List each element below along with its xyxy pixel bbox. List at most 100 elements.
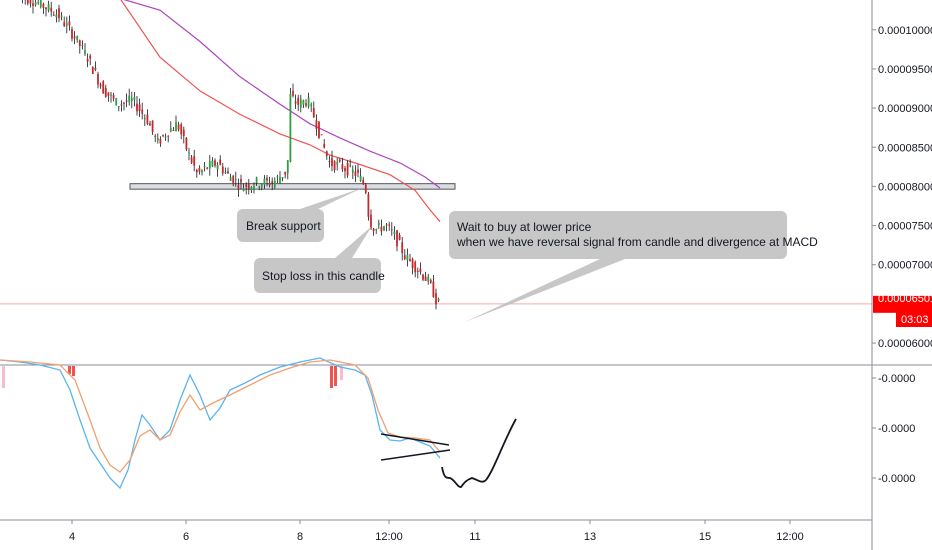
candle-body xyxy=(276,176,279,178)
candle-body xyxy=(273,180,276,188)
callout-break-support[interactable]: Break support xyxy=(237,188,362,242)
candle-body xyxy=(229,177,232,182)
callout-wait-to-buy[interactable]: Wait to buy at lower price when we have … xyxy=(449,211,818,322)
candle-body xyxy=(65,23,68,26)
candle-body xyxy=(227,171,229,174)
callout-stop-loss[interactable]: Stop loss in this candle xyxy=(254,226,385,293)
candle-body xyxy=(370,214,372,229)
candle-body xyxy=(141,109,144,114)
candle-body xyxy=(34,2,37,6)
candle-body xyxy=(71,29,73,39)
current-price-label: 0.00006501 xyxy=(878,293,932,305)
candle-body xyxy=(377,222,380,226)
candle-body xyxy=(242,188,245,191)
candle-body xyxy=(406,254,409,261)
candle-body xyxy=(58,8,60,19)
candle-body xyxy=(390,229,393,231)
candle-body xyxy=(284,171,287,175)
candle-body xyxy=(268,182,271,186)
candle-body xyxy=(424,276,427,281)
candle-body xyxy=(177,124,180,130)
time-tick-label: 11 xyxy=(469,531,480,543)
candle-body xyxy=(393,231,396,235)
candle-body xyxy=(117,106,120,108)
candle-body xyxy=(47,4,50,11)
price-tick-label: 0.00009000 xyxy=(878,103,932,115)
macd-histogram xyxy=(2,366,343,388)
candle-body xyxy=(331,157,333,167)
candle-body xyxy=(164,136,167,138)
candle-body xyxy=(107,92,110,96)
candle-body xyxy=(99,84,102,87)
candle-body xyxy=(422,274,424,280)
candle-body xyxy=(234,179,237,181)
candle-body xyxy=(320,134,323,136)
candle-body xyxy=(258,186,261,188)
current-price-badge: 0.00006501 03:03 xyxy=(873,293,932,327)
candle-body xyxy=(97,73,99,85)
candle-body xyxy=(409,259,411,261)
candle-body xyxy=(305,103,307,106)
candle-body xyxy=(364,184,367,193)
time-tick-label: 6 xyxy=(183,531,189,543)
candle-body xyxy=(237,185,240,190)
macd-series-line xyxy=(0,357,441,490)
candle-body xyxy=(396,230,398,247)
candle-body xyxy=(130,98,133,102)
time-tick-label: 13 xyxy=(584,531,596,543)
candle-body xyxy=(341,164,344,170)
time-tick-label: 15 xyxy=(699,531,711,543)
candle-body xyxy=(39,0,42,7)
candle-body xyxy=(411,258,414,268)
candle-body xyxy=(185,137,188,150)
price-tick-label: 0.00009500 xyxy=(878,64,932,76)
candle-body xyxy=(289,93,292,162)
candle-body xyxy=(172,130,175,132)
candle-body xyxy=(208,160,211,169)
candle-body xyxy=(94,68,97,71)
candle-body xyxy=(29,0,32,4)
macd-histogram-bar xyxy=(334,366,337,386)
price-tick-label: 0.00007500 xyxy=(878,221,932,233)
candle-body xyxy=(136,103,138,112)
candle-body xyxy=(297,97,300,105)
candle-body xyxy=(344,168,346,172)
time-tick-label: 4 xyxy=(69,531,75,543)
candle-body xyxy=(318,121,320,138)
candle-body xyxy=(182,129,185,137)
candle-body xyxy=(110,94,112,96)
candle-body xyxy=(250,187,253,191)
candle-body xyxy=(312,107,315,118)
price-axis-labels: 0.00010000 0.00009500 0.00009000 0.00008500… xyxy=(872,25,932,350)
candle-body xyxy=(190,157,193,163)
callout-break-support-text: Break support xyxy=(246,219,321,233)
candle-body xyxy=(159,138,162,144)
candle-body xyxy=(211,160,214,167)
candle-body xyxy=(76,35,79,40)
candle-body xyxy=(84,49,86,54)
candle-body xyxy=(271,181,274,184)
candle-body xyxy=(86,59,89,62)
macd-histogram-bar xyxy=(330,366,333,388)
candle-body xyxy=(260,184,263,188)
candle-body xyxy=(240,179,242,183)
candle-body xyxy=(351,169,354,173)
candle-body xyxy=(81,44,84,46)
candle-body xyxy=(50,7,53,12)
candle-body xyxy=(78,40,81,46)
candle-body xyxy=(120,104,123,106)
candle-body xyxy=(55,14,58,18)
candle-body xyxy=(26,0,29,4)
price-tick-label: 0.00007000 xyxy=(878,260,932,272)
candle-body xyxy=(437,298,440,301)
candle-body xyxy=(154,135,157,137)
macd-histogram-bar xyxy=(2,366,5,388)
candle-body xyxy=(146,114,149,124)
candle-body xyxy=(310,104,313,107)
macd-histogram-bar xyxy=(72,366,75,376)
candle-body xyxy=(383,226,385,231)
divergence-trendline-lower xyxy=(380,449,451,461)
time-axis-labels: 4 6 8 12:00 11 13 15 12:00 xyxy=(69,520,804,543)
candle-body xyxy=(372,228,375,232)
